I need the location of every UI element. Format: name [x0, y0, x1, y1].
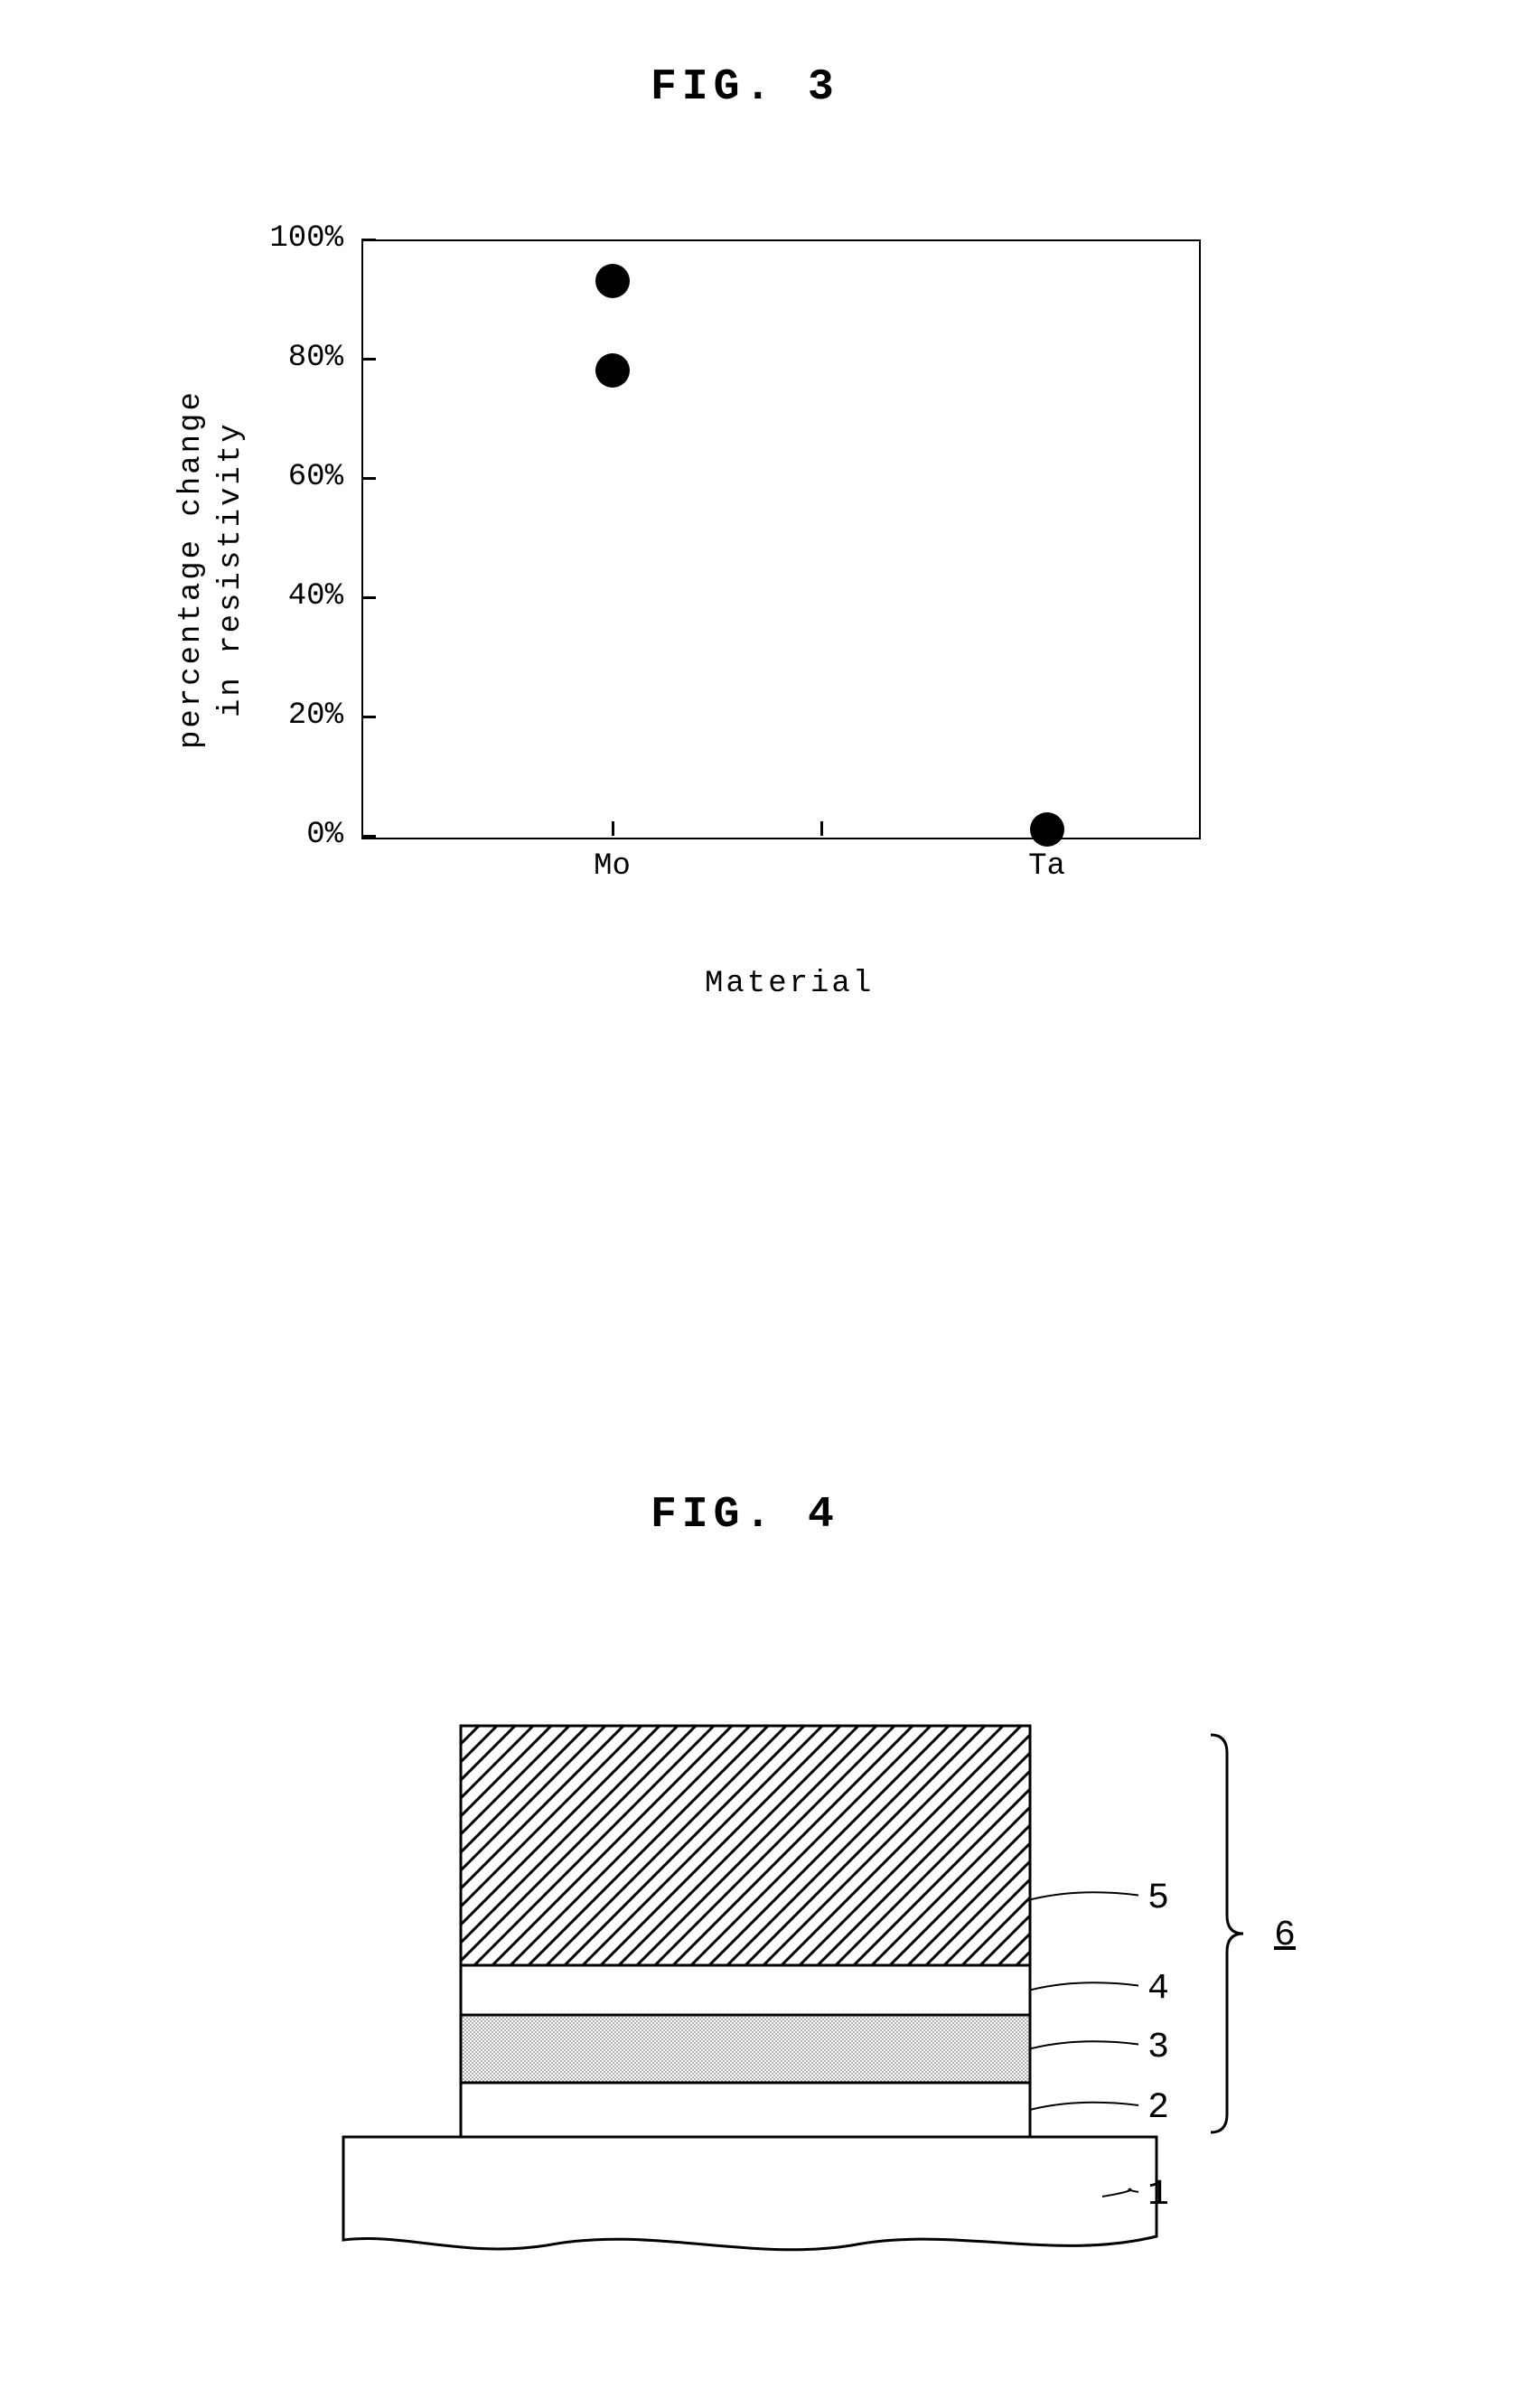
- layer-label-5: 5: [1147, 1879, 1169, 1919]
- leader-4: [1030, 1982, 1138, 1990]
- leader-5: [1030, 1892, 1138, 1899]
- layer-label-3: 3: [1147, 2028, 1169, 2068]
- leader-3: [1030, 2041, 1138, 2048]
- fig4-diagram: [0, 0, 1536, 2408]
- page: FIG. 3 percentage change in resistivity …: [0, 0, 1536, 2408]
- substrate: [343, 2137, 1157, 2250]
- layer-label-4: 4: [1147, 1969, 1169, 2010]
- layer-label-6: 6: [1274, 1916, 1296, 1956]
- leader-2: [1030, 2103, 1138, 2110]
- layer-3: [461, 2015, 1030, 2083]
- layer-2: [461, 2083, 1030, 2137]
- layer-4: [461, 1965, 1030, 2015]
- layer-label-2: 2: [1147, 2088, 1169, 2129]
- layer-5: [461, 1726, 1030, 1965]
- group-brace: [1211, 1735, 1243, 2132]
- layer-label-1: 1: [1147, 2175, 1169, 2216]
